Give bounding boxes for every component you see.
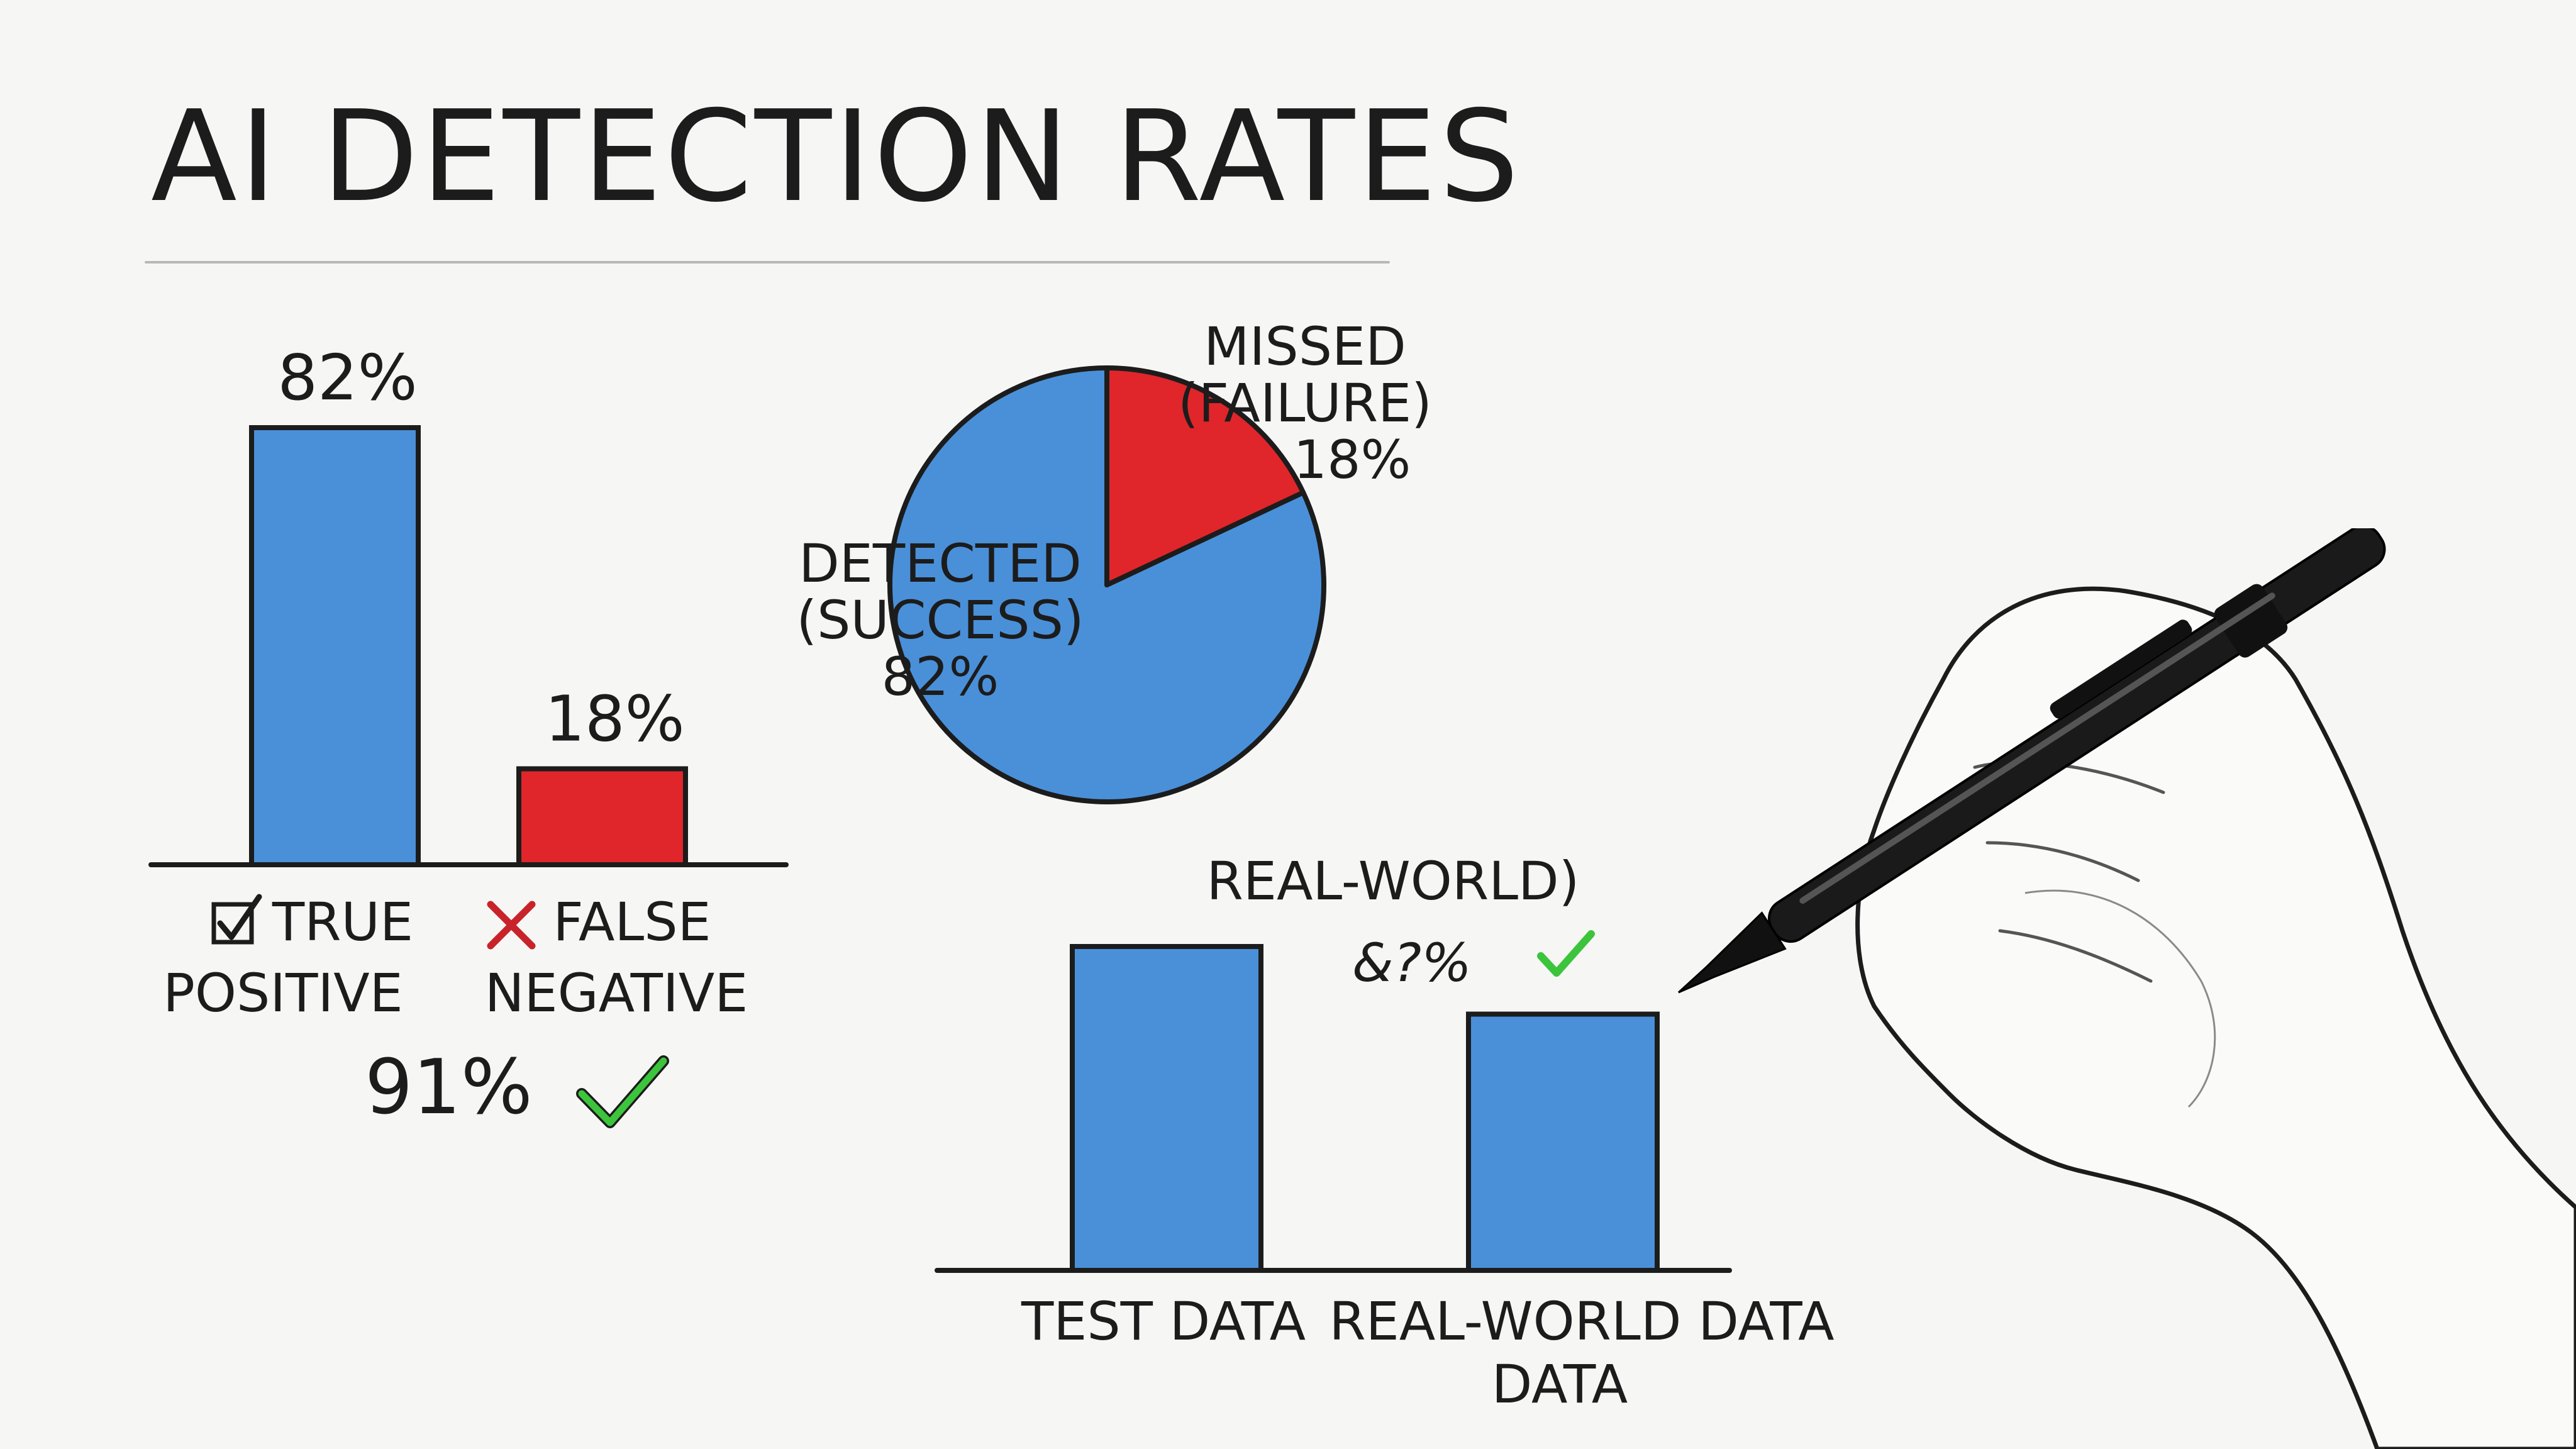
value-label-true-positive: 82% bbox=[277, 341, 417, 414]
category-label-false-negative-line1: FALSE bbox=[553, 891, 711, 953]
category-label-real-world-line1: REAL-WORLD DATA bbox=[1329, 1291, 1834, 1352]
annotation-real-world-line1: REAL-WORLD) bbox=[1207, 850, 1580, 912]
pie-label-detected-line2: (SUCCESS) bbox=[796, 589, 1084, 651]
detection-pie-chart: DETECTED (SUCCESS) 82% MISSED (FAILURE) … bbox=[796, 316, 1432, 804]
check-mark-icon bbox=[575, 1055, 669, 1129]
bar-test-data bbox=[1070, 944, 1263, 1273]
pie-label-detected-value: 82% bbox=[882, 646, 999, 708]
check-mark-icon bbox=[1537, 930, 1595, 977]
pie-label-detected-line1: DETECTED bbox=[799, 533, 1082, 594]
category-label-true-positive-line1: TRUE bbox=[272, 891, 413, 953]
pie-label-missed-line2: (FAILURE) bbox=[1178, 372, 1432, 434]
pie-label-missed-value: 18% bbox=[1294, 429, 1411, 491]
category-label-real-world-line2: DATA bbox=[1492, 1353, 1628, 1415]
test-vs-realworld-bar-chart: TEST DATA REAL-WORLD DATA DATA REAL-WORL… bbox=[935, 850, 1835, 1415]
page-title: AI DETECTION RATES bbox=[151, 84, 1522, 230]
bar-real-world-data bbox=[1466, 1011, 1660, 1273]
title-underline bbox=[145, 261, 1390, 264]
annotation-real-world-value: &?% bbox=[1352, 932, 1472, 994]
pie-slice-missed bbox=[1104, 365, 1306, 587]
check-box-icon bbox=[211, 894, 262, 945]
pie-label-missed-line1: MISSED bbox=[1204, 316, 1406, 377]
cross-icon bbox=[487, 901, 536, 950]
value-label-false-negative: 18% bbox=[545, 682, 684, 755]
bar-true-positive bbox=[249, 425, 421, 867]
hand-holding-pen-icon bbox=[1678, 528, 2576, 1449]
bar-false-negative bbox=[516, 766, 688, 867]
category-label-false-negative-line2: NEGATIVE bbox=[485, 962, 748, 1024]
summary-value: 91% bbox=[365, 1044, 533, 1131]
summary-rate: 91% bbox=[365, 1050, 670, 1130]
category-label-true-positive-line2: POSITIVE bbox=[163, 962, 403, 1024]
detection-bar-chart: 82% 18% TRUE POSITIVE FALSE NEGATIVE bbox=[148, 341, 789, 1024]
category-label-test-data: TEST DATA bbox=[1021, 1291, 1306, 1352]
